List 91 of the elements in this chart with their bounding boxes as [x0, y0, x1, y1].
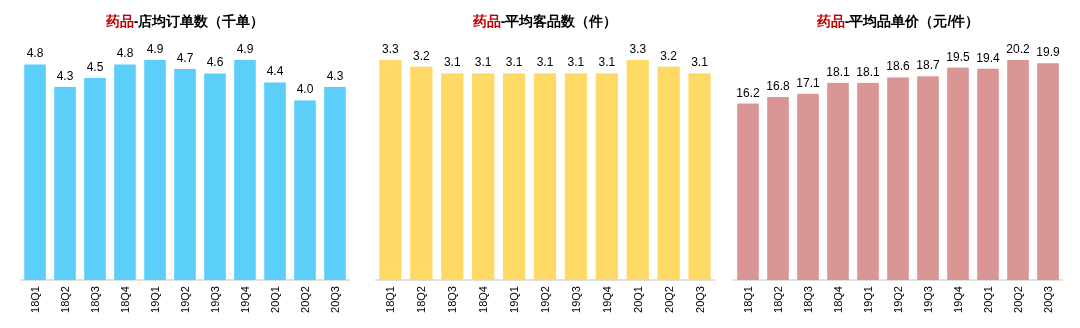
x-tick-label: 19Q2 — [892, 286, 904, 313]
x-tick-label: 18Q3 — [802, 286, 814, 313]
bar — [204, 73, 226, 280]
bar — [54, 86, 76, 280]
data-label: 18.6 — [886, 59, 910, 74]
x-tick-label: 20Q3 — [693, 286, 706, 313]
bar — [84, 77, 106, 280]
data-label: 19.9 — [1036, 45, 1060, 60]
data-label: 4.8 — [116, 46, 134, 61]
x-tick-label: 19Q2 — [179, 286, 191, 313]
data-label: 4.9 — [236, 42, 254, 56]
data-label: 18.7 — [916, 58, 940, 73]
bar — [114, 64, 136, 280]
bar — [234, 60, 256, 280]
data-label: 16.2 — [736, 85, 760, 100]
x-tick-label: 19Q2 — [539, 286, 551, 313]
bar — [144, 60, 166, 280]
bar — [917, 76, 939, 280]
x-tick-label: 20Q2 — [299, 286, 311, 313]
data-label: 18.1 — [826, 64, 850, 79]
x-tick-label: 20Q1 — [631, 286, 644, 313]
x-tick-label: 18Q4 — [477, 286, 490, 313]
data-label: 3.3 — [629, 42, 647, 56]
data-label: 3.1 — [598, 55, 616, 70]
x-tick-label: 19Q3 — [569, 286, 582, 313]
x-tick-label: 18Q2 — [415, 286, 428, 313]
bar — [857, 82, 879, 280]
data-label: 4.9 — [146, 42, 164, 56]
x-tick-label: 19Q3 — [209, 286, 221, 313]
data-label: 3.1 — [691, 55, 709, 70]
bar — [797, 93, 819, 280]
x-tick-label: 18Q4 — [832, 286, 844, 313]
data-label: 4.8 — [26, 46, 44, 61]
x-tick-label: 18Q3 — [446, 286, 459, 313]
bar — [324, 86, 346, 280]
x-tick-label: 18Q1 — [384, 286, 397, 313]
bar — [947, 67, 969, 280]
x-tick-label: 18Q3 — [89, 286, 101, 313]
data-label: 3.1 — [505, 55, 523, 70]
data-label: 3.1 — [474, 55, 492, 70]
x-tick-label: 20Q2 — [662, 286, 675, 313]
bar — [1037, 63, 1059, 280]
data-label: 16.8 — [766, 79, 790, 94]
x-tick-label: 19Q4 — [952, 286, 964, 313]
chart-title: 药品-店均订单数（千单） — [104, 13, 265, 29]
data-label: 3.1 — [443, 55, 461, 70]
bar — [887, 77, 909, 280]
x-tick-label: 20Q3 — [329, 286, 341, 313]
data-label: 3.1 — [536, 55, 554, 70]
data-label: 4.6 — [206, 55, 224, 70]
x-tick-label: 18Q2 — [59, 286, 71, 313]
x-tick-label: 19Q1 — [862, 286, 874, 313]
bar — [174, 68, 196, 280]
x-tick-label: 18Q4 — [119, 286, 131, 313]
data-label: 4.4 — [266, 64, 284, 79]
x-tick-label: 20Q1 — [269, 286, 281, 313]
x-tick-label: 19Q4 — [600, 286, 613, 313]
data-label: 17.1 — [796, 75, 820, 90]
x-tick-label: 19Q3 — [922, 286, 934, 313]
x-tick-label: 19Q4 — [239, 286, 251, 313]
x-tick-label: 19Q1 — [508, 286, 521, 313]
x-tick-label: 18Q1 — [29, 286, 41, 313]
bar — [977, 68, 999, 280]
data-label: 19.5 — [946, 49, 970, 64]
bar — [767, 97, 789, 280]
chart-title: 药品-平均品单价（元/件） — [815, 13, 980, 29]
data-label: 3.2 — [413, 48, 431, 63]
data-label: 4.3 — [326, 68, 344, 83]
bar — [1007, 60, 1029, 280]
x-tick-label: 19Q1 — [149, 286, 161, 313]
chart-title: 药品-平均客品数（件） — [471, 13, 618, 29]
data-label: 3.1 — [567, 55, 585, 70]
bar — [737, 103, 759, 280]
bar — [294, 100, 316, 280]
data-label: 3.2 — [660, 48, 678, 63]
data-label: 3.3 — [382, 42, 400, 56]
data-label: 19.4 — [976, 50, 1000, 65]
x-tick-label: 20Q1 — [982, 286, 994, 313]
x-tick-label: 18Q2 — [772, 286, 784, 313]
bar — [827, 82, 849, 280]
data-label: 4.5 — [86, 59, 104, 74]
data-label: 4.0 — [296, 82, 314, 97]
x-tick-label: 20Q2 — [1012, 286, 1024, 313]
data-label: 4.3 — [56, 68, 74, 83]
data-label: 20.2 — [1006, 42, 1030, 56]
data-label: 18.1 — [856, 64, 880, 79]
x-tick-label: 18Q1 — [742, 286, 754, 313]
x-tick-label: 20Q3 — [1042, 286, 1054, 313]
bar — [264, 82, 286, 280]
bar — [24, 64, 46, 280]
data-label: 4.7 — [176, 50, 194, 65]
